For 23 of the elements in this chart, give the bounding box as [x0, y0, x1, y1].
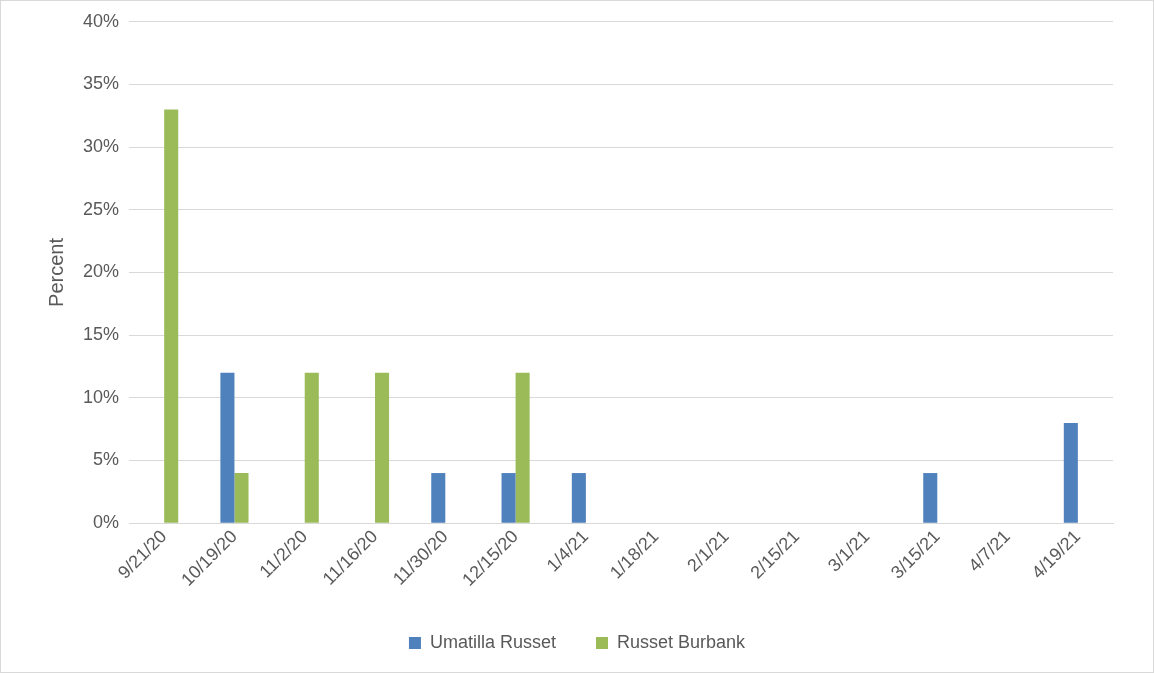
legend-label: Russet Burbank: [616, 631, 747, 652]
y-tick-label: 15%: [83, 324, 120, 345]
y-tick-label: 0%: [93, 512, 120, 533]
y-tick-label: 20%: [83, 261, 120, 282]
bar: [220, 372, 235, 523]
bar: [923, 473, 938, 523]
bar: [431, 473, 446, 523]
bar: [234, 473, 249, 523]
bar: [501, 473, 516, 523]
bar: [164, 109, 179, 523]
y-tick-label: 10%: [83, 386, 120, 407]
y-tick-label: 5%: [93, 449, 120, 470]
bar: [304, 372, 319, 523]
bar: [515, 372, 530, 523]
legend-label: Umatilla Russet: [429, 631, 556, 652]
y-axis-title: Percent: [44, 237, 67, 307]
y-tick-label: 30%: [83, 136, 120, 157]
bar: [571, 473, 586, 523]
y-tick-label: 40%: [83, 10, 120, 31]
y-tick-label: 35%: [83, 73, 120, 94]
y-tick-label: 25%: [83, 198, 120, 219]
bar: [375, 372, 390, 523]
bar: [1063, 422, 1078, 523]
